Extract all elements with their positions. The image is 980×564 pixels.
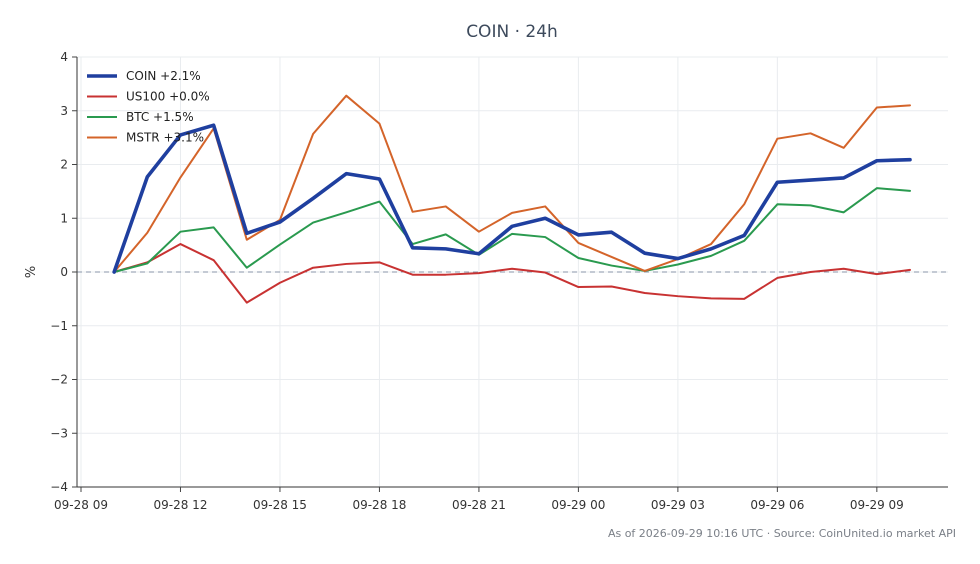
x-tick-label: 09-29 03: [651, 498, 705, 512]
y-axis-label: %: [24, 266, 39, 278]
y-tick-label: −1: [50, 319, 68, 333]
series-line-coin: [112, 123, 912, 274]
footer-source-note: As of 2026-09-29 10:16 UTC · Source: Coi…: [608, 527, 956, 540]
legend: COIN +2.1% US100 +0.0% BTC +1.5% MSTR +3.1%: [87, 69, 210, 145]
x-tick-label: 09-28 09: [54, 498, 108, 512]
series-line-us100: [113, 243, 911, 304]
series-line-btc: [113, 187, 911, 273]
x-tick-label: 09-29 00: [551, 498, 605, 512]
legend-label-us100: US100 +0.0%: [126, 90, 210, 104]
x-tick-label: 09-28 12: [154, 498, 208, 512]
x-tick-label: 09-29 09: [850, 498, 904, 512]
y-tick-label: 0: [60, 265, 68, 279]
y-tick-label: −2: [50, 373, 68, 387]
x-axis-ticks: 09-28 09 09-28 12 09-28 15 09-28 18 09-28 21…: [54, 487, 904, 512]
x-tick-label: 09-28 15: [253, 498, 307, 512]
legend-label-mstr: MSTR +3.1%: [126, 131, 204, 145]
y-tick-label: 1: [60, 211, 68, 225]
legend-label-coin: COIN +2.1%: [126, 69, 201, 83]
x-tick-label: 09-28 21: [452, 498, 506, 512]
chart-title: COIN · 24h: [466, 22, 558, 42]
x-tick-label: 09-29 06: [750, 498, 804, 512]
y-axis-ticks: −4 −3 −2 −1 0 1 2 3 4: [50, 50, 77, 494]
y-tick-label: −4: [50, 480, 68, 494]
series-lines: [112, 94, 912, 304]
series-line-mstr: [113, 94, 911, 273]
legend-label-btc: BTC +1.5%: [126, 110, 194, 124]
y-tick-label: −3: [50, 426, 68, 440]
y-tick-label: 3: [60, 104, 68, 118]
y-tick-label: 2: [60, 158, 68, 172]
y-tick-label: 4: [60, 50, 68, 64]
x-tick-label: 09-28 18: [352, 498, 406, 512]
